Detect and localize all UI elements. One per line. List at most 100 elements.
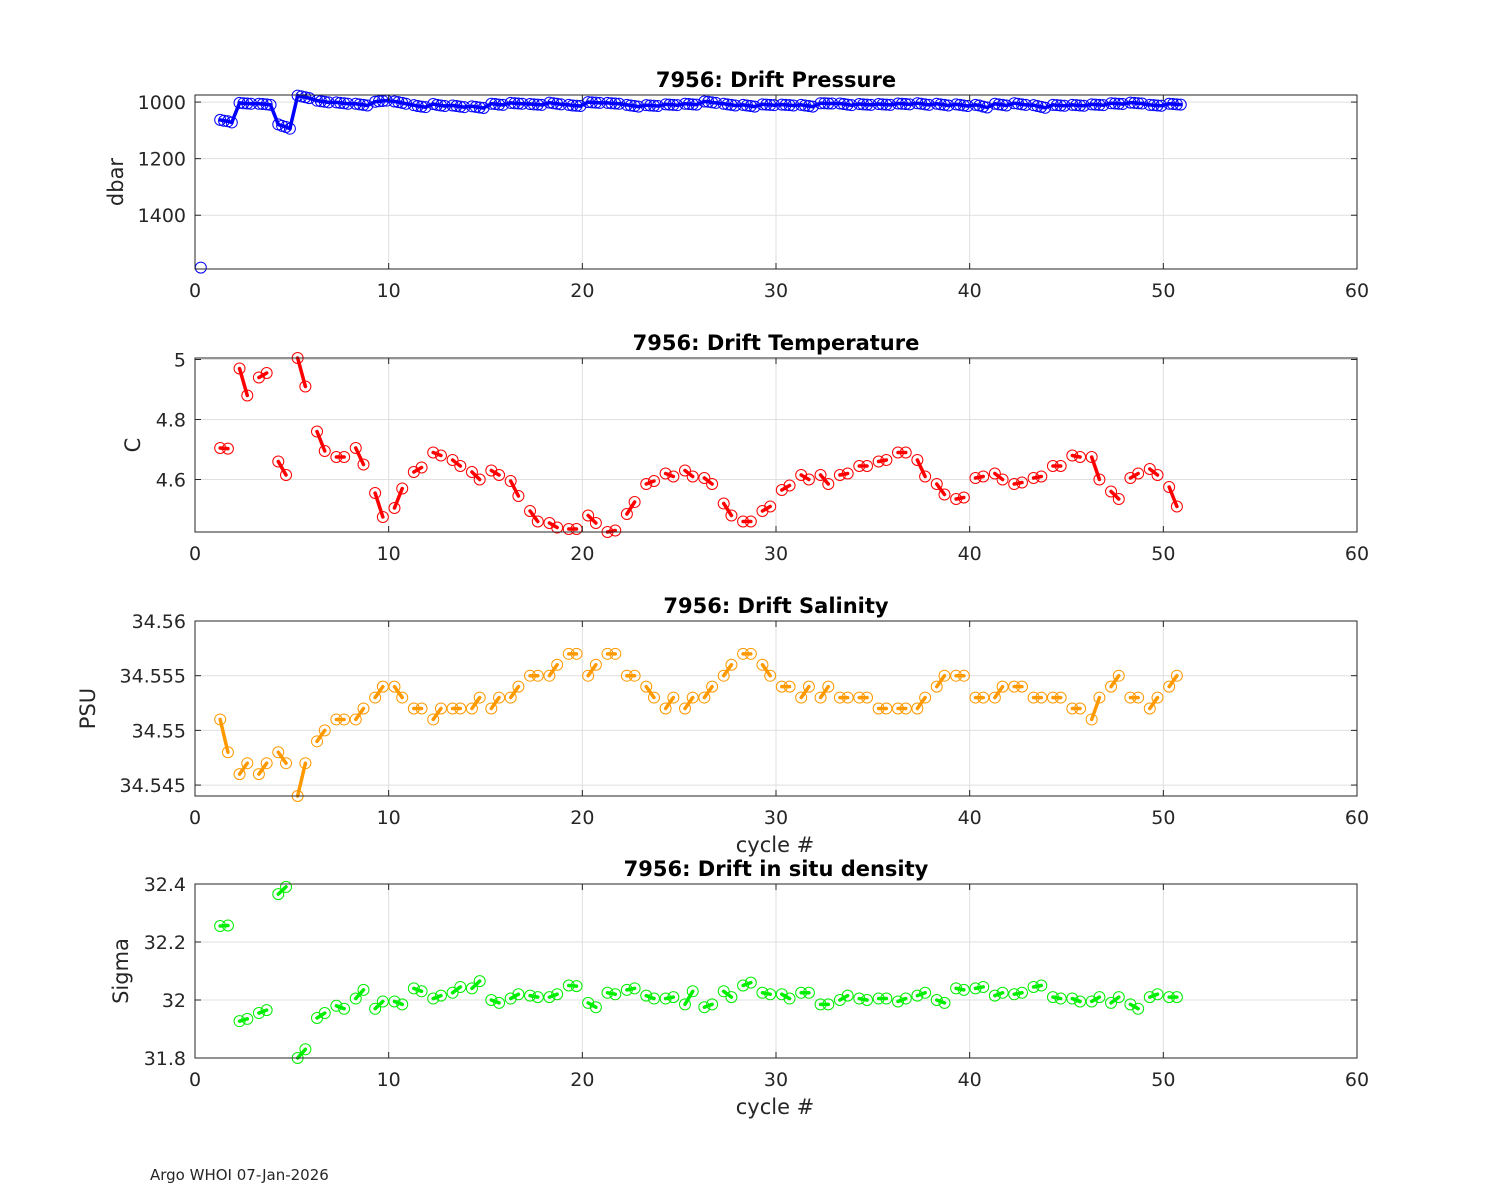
data-point	[1132, 97, 1145, 110]
data-point	[218, 114, 231, 127]
series-segment	[1128, 1002, 1140, 1011]
data-point	[551, 97, 564, 110]
data-point	[341, 97, 354, 110]
data-point	[1074, 99, 1087, 112]
data-point	[919, 98, 932, 111]
data-point	[624, 99, 637, 112]
data-point	[744, 647, 757, 660]
data-point	[814, 691, 827, 704]
series-segment	[876, 458, 889, 464]
data-point	[376, 511, 389, 523]
data-point	[485, 702, 498, 715]
data-point	[880, 992, 893, 1005]
series-segment	[237, 1017, 250, 1023]
data-point	[744, 100, 757, 113]
data-point	[396, 691, 409, 704]
data-point	[419, 101, 432, 114]
data-point	[795, 691, 808, 704]
data-point	[620, 508, 633, 520]
data-point	[601, 986, 614, 999]
series-segment	[1148, 695, 1160, 711]
data-point	[628, 496, 641, 508]
data-point	[744, 515, 757, 528]
data-point	[260, 1004, 273, 1017]
data-point	[764, 988, 777, 1001]
series-segment	[1089, 695, 1102, 722]
data-point	[551, 658, 564, 671]
data-point	[1046, 460, 1059, 472]
series-segment	[276, 459, 288, 477]
data-point	[1108, 97, 1121, 110]
data-point	[1066, 992, 1079, 1005]
data-point	[1143, 991, 1156, 1004]
data-point	[678, 97, 691, 110]
data-point	[1112, 493, 1125, 505]
data-point	[338, 713, 351, 726]
data-point	[756, 98, 769, 111]
data-point	[706, 680, 719, 693]
data-point	[659, 467, 672, 480]
data-point	[516, 97, 529, 110]
data-point	[504, 691, 517, 704]
data-point	[911, 989, 924, 1002]
series-segment	[567, 983, 579, 988]
series-segment	[663, 471, 676, 479]
data-point	[1128, 96, 1141, 109]
data-point	[996, 986, 1009, 999]
data-point	[465, 982, 478, 995]
data-point	[892, 446, 905, 459]
y-axis-label: PSU	[76, 688, 100, 729]
data-point	[919, 691, 932, 704]
data-point	[1093, 991, 1106, 1004]
data-point	[1008, 680, 1021, 693]
data-point	[434, 702, 447, 715]
data-point	[1066, 98, 1079, 111]
data-point	[1058, 99, 1071, 112]
series-segment	[625, 500, 637, 516]
series-segment	[1148, 992, 1160, 999]
series-segment	[470, 695, 482, 711]
data-point	[628, 982, 641, 995]
data-point	[1112, 97, 1125, 110]
series-segment	[373, 684, 385, 700]
data-point	[504, 475, 517, 487]
data-point	[1170, 98, 1183, 111]
data-point	[988, 97, 1001, 110]
data-point	[1054, 992, 1067, 1005]
data-point	[647, 475, 660, 487]
data-point	[841, 989, 854, 1002]
data-point	[833, 691, 846, 704]
data-point	[493, 996, 506, 1009]
y-tick-label: 32.4	[144, 874, 186, 896]
data-point	[233, 1015, 246, 1028]
data-point	[678, 998, 691, 1011]
series-segment	[954, 495, 966, 501]
series-segment	[508, 992, 521, 1001]
data-point	[241, 757, 254, 770]
data-point	[644, 99, 657, 112]
data-point	[737, 515, 750, 528]
series-segment	[218, 923, 230, 928]
data-point	[582, 996, 595, 1009]
data-point	[407, 99, 420, 112]
chart-salinity: 0 10 20 30 40 50 60 34.545 34.55 34.555 34.56 7956:…	[76, 594, 1369, 857]
data-point	[446, 454, 459, 466]
data-point	[454, 100, 467, 113]
data-point	[1035, 100, 1048, 113]
data-point	[822, 97, 835, 110]
data-point	[647, 99, 660, 112]
data-point	[725, 658, 738, 671]
data-point	[895, 97, 908, 110]
data-point	[1116, 98, 1129, 111]
y-axis-label: Sigma	[109, 938, 133, 1004]
series-segment	[973, 474, 985, 480]
series-segment	[547, 663, 559, 678]
data-point	[613, 97, 626, 110]
data-point	[737, 979, 750, 992]
data-point	[988, 989, 1001, 1002]
data-point	[659, 992, 672, 1005]
series-segment	[605, 991, 618, 996]
data-point	[706, 96, 719, 109]
data-point	[950, 98, 963, 111]
data-point	[814, 469, 827, 481]
